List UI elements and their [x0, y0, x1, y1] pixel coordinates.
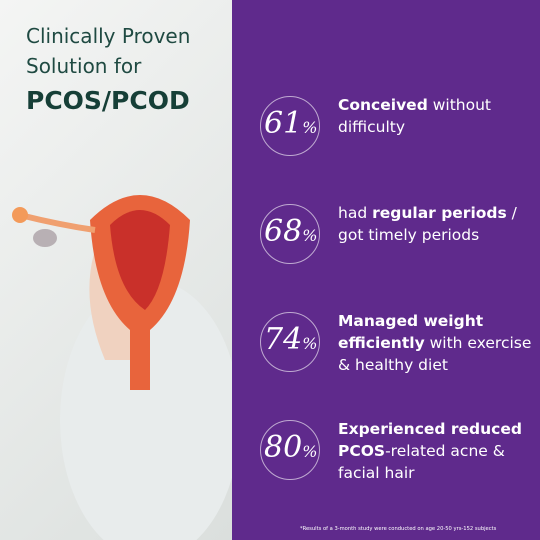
text-segment: regular periods [372, 204, 507, 222]
text-segment: Conceived [338, 96, 428, 114]
number: 68 [264, 214, 303, 249]
text-segment: with exercise & healthy diet [338, 334, 532, 374]
stat-number: 80% [264, 430, 317, 465]
title-line: PCOS/PCOD [26, 86, 190, 115]
circle [260, 204, 320, 264]
unit: % [302, 226, 318, 245]
title-line: Clinically Proven [26, 24, 191, 48]
unit: % [302, 334, 318, 353]
text-segment: had [338, 204, 373, 222]
stat: 68% had regular periods / got timely peri… [252, 202, 540, 282]
circle [260, 420, 320, 480]
text-segment: Managed weight efficiently [338, 312, 484, 352]
title-line: Solution for [26, 54, 142, 78]
unit: % [302, 442, 318, 461]
stat: 80% Experienced reduced PCOS-related acne… [252, 418, 540, 498]
footnote: *Results of a 3-month study were conduct… [300, 526, 497, 532]
stat: 61% Conceived without difficulty [252, 94, 540, 174]
text-segment: -related acne & facial hair [338, 442, 505, 482]
background-photo [12, 195, 232, 540]
circle [260, 96, 320, 156]
circle [260, 312, 320, 372]
stat-number: 61% [264, 106, 317, 141]
stat-text: Managed weight efficiently with exercise… [338, 310, 534, 376]
stat: 74% Managed weight efficiently with exerc… [252, 310, 540, 390]
stat-text: Conceived without difficulty [338, 94, 534, 138]
number: 80 [264, 430, 303, 465]
stat-number: 68% [264, 214, 317, 249]
stat-text: Experienced reduced PCOS-related acne & … [338, 418, 534, 484]
unit: % [302, 118, 318, 137]
stat-text: had regular periods / got timely periods [338, 202, 534, 246]
number: 74 [264, 322, 303, 357]
stat-number: 74% [264, 322, 317, 357]
text-segment: Experienced reduced PCOS [338, 420, 522, 460]
number: 61 [264, 106, 303, 141]
text-segment: without difficulty [338, 96, 491, 136]
text-segment: / got timely periods [338, 204, 517, 244]
